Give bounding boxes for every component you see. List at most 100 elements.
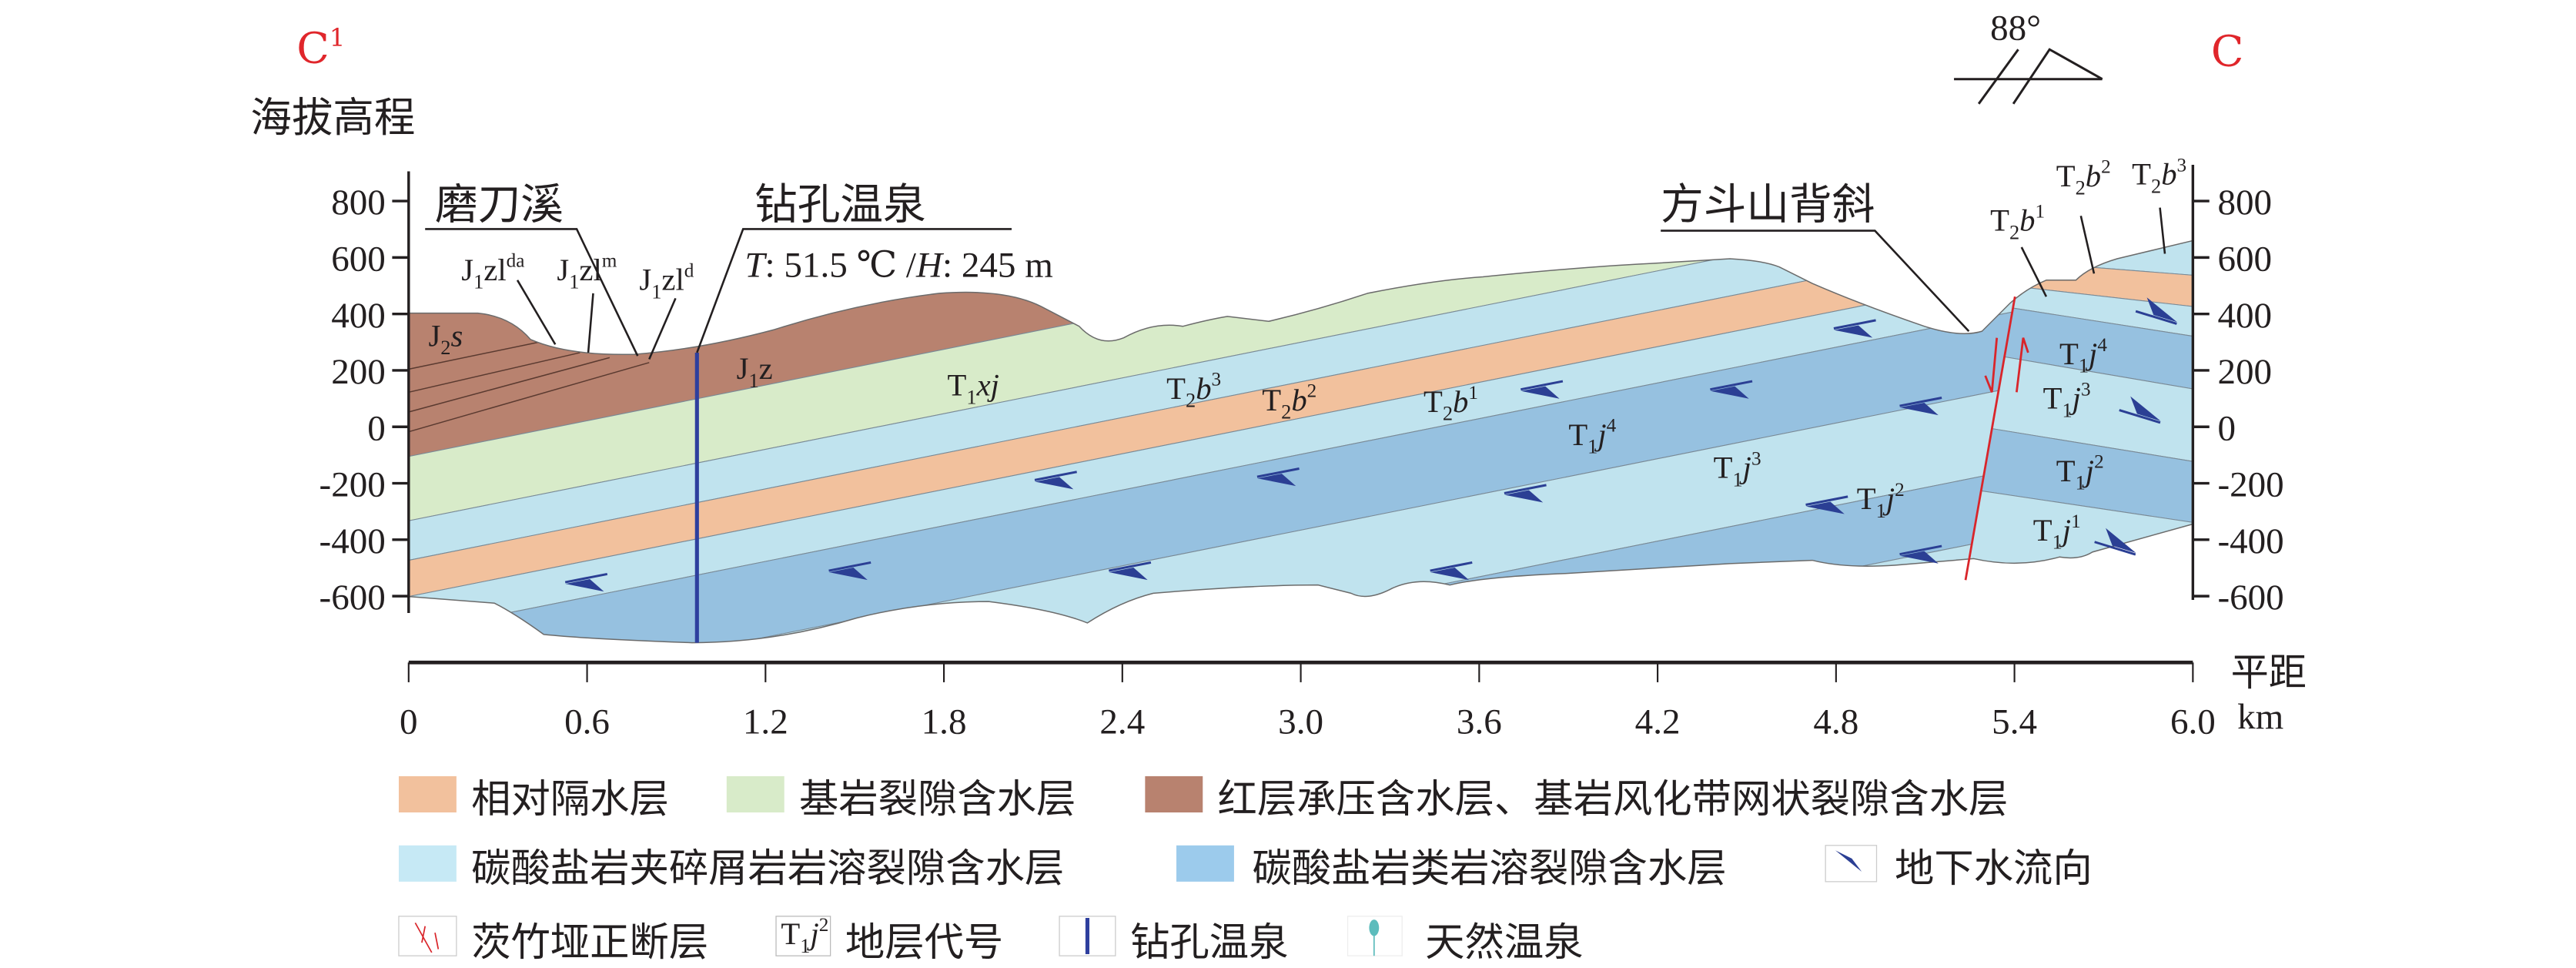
y-tick-label-right: -600: [2217, 578, 2283, 618]
legend: 相对隔水层 基岩裂隙含水层 红层承压含水层、基岩风化带网状裂隙含水层 碳酸盐岩夹…: [398, 775, 2093, 966]
section-end-right: C: [2211, 27, 2244, 77]
rock-layer: [408, 240, 2043, 561]
x-tick-label: 4.2: [1635, 702, 1681, 742]
dip-symbol: [1954, 48, 2103, 105]
stratum-name: b: [1196, 371, 1211, 406]
stratum-sub: 2: [1281, 400, 1291, 424]
groundwater-flow-arrow-icon: [1710, 380, 1753, 399]
stratum-name: zl: [483, 253, 506, 287]
stratum-sup: 2: [819, 915, 829, 936]
stratum-sub: 2: [2076, 176, 2086, 199]
legend-swatch-aquitard: [398, 775, 457, 812]
stratum-era: T: [1990, 203, 2009, 238]
stratum-label: T1j2: [1857, 480, 1905, 522]
stratum-label: T1j4: [1568, 416, 1616, 458]
legend-label-red-bed: 红层承压含水层、基岩风化带网状裂隙含水层: [1218, 776, 2009, 822]
stratum-name: j: [1594, 417, 1606, 452]
groundwater-flow-arrow-icon: [1034, 471, 1077, 490]
legend-swatch-carbonate-clastic: [398, 845, 457, 882]
stratum-sub: 1: [1732, 467, 1742, 491]
y-tick-label-right: 0: [2217, 408, 2236, 448]
legend-icon-stratum-code: T1j2: [775, 915, 831, 957]
rock-layer: [408, 266, 2043, 634]
legend-icon-borehole: [1059, 916, 1116, 956]
stratum-era: T: [1568, 417, 1587, 452]
stratum-label: T1j4: [2059, 335, 2107, 377]
legend-swatch-carbonate: [1176, 845, 1234, 882]
stratum-label: T2b3: [1166, 370, 1221, 412]
stratum-name: b: [2019, 203, 2035, 238]
stratum-name: j: [2069, 381, 2081, 416]
stratum-name: zl: [579, 253, 601, 287]
stratum-label: T1j2: [2056, 452, 2104, 494]
stratum-era: T: [1423, 384, 1443, 419]
legend-icon-flow-arrow: [1825, 845, 1878, 883]
borehole-info: T: 51.5 ℃ /H: 245 m: [744, 246, 1052, 286]
stratum-sup: 1: [2071, 511, 2081, 532]
stratum-sub: 1: [1587, 434, 1597, 457]
stratum-sub: 2: [1443, 402, 1453, 425]
stratum-era: T: [1166, 371, 1186, 406]
rock-layer: [408, 240, 2043, 521]
stratum-name: j: [2085, 337, 2097, 371]
stratum-name: j: [1882, 481, 1895, 516]
y-tick-label-right: 600: [2217, 239, 2272, 279]
stratum-label: T1j3: [1714, 448, 1761, 491]
x-axis-title: 平距: [2231, 650, 2307, 695]
stratum-label: T2b1: [1990, 201, 2045, 243]
stratum-label: J1zld: [639, 261, 694, 303]
stratum-sup: da: [507, 251, 525, 272]
x-tick-label: 0.6: [564, 702, 610, 742]
x-axis-unit: km: [2237, 697, 2283, 737]
groundwater-flow-arrow-icon: [1109, 561, 1152, 581]
borehole-label: 钻孔温泉: [754, 180, 925, 230]
legend-label-borehole: 钻孔温泉: [1130, 919, 1288, 966]
stratum-sup: 1: [2036, 201, 2046, 222]
stratum-sup: 2: [1307, 381, 1317, 402]
x-tick-label: 1.2: [743, 702, 788, 742]
stratum-sub: 2: [2151, 174, 2161, 197]
cizhuya-normal-fault: [1964, 296, 2029, 581]
rock-layer: [408, 460, 2043, 643]
stratum-sub: 1: [2052, 531, 2062, 554]
y-tick-label-left: 400: [331, 296, 386, 336]
stratum-code-sample: T1j2: [781, 915, 828, 957]
ground-surface-outline: [408, 239, 2193, 644]
stratum-name: b: [2161, 157, 2176, 192]
stratum-sup: 3: [1212, 370, 1222, 390]
stratum-era: J: [639, 263, 651, 297]
stratum-sub: 2: [440, 336, 450, 359]
legend-label-aquitard: 相对隔水层: [471, 776, 669, 822]
stratum-name: b: [1453, 384, 1468, 419]
y-tick-label-left: -600: [319, 578, 386, 618]
stratum-name: j: [1739, 451, 1751, 485]
legend-icon-natural-spring: [1347, 916, 1403, 956]
groundwater-flow-arrow-icon: [1899, 544, 1942, 564]
stratum-name: b: [1291, 383, 1306, 417]
stratum-era: T: [2033, 513, 2052, 548]
stratum-sub: 1: [2079, 354, 2089, 377]
stratum-era: T: [948, 368, 967, 403]
stratum-label: T2b1: [1423, 383, 1478, 425]
stratum-label: J1zlda: [461, 251, 524, 293]
stratum-era: T: [1714, 451, 1733, 485]
stratum-label: T2b2: [1262, 381, 1316, 424]
stratum-sub: 1: [800, 934, 810, 957]
stratum-era: T: [2132, 157, 2151, 192]
y-tick-label-right: -400: [2217, 521, 2283, 561]
stratum-label: T1j3: [2043, 380, 2091, 422]
groundwater-flow-arrow-icon: [828, 561, 871, 581]
stratum-era: T: [1857, 481, 1876, 516]
strata-body: [408, 240, 2193, 643]
rock-layer: [408, 240, 2043, 598]
y-tick-label-left: -200: [319, 465, 386, 505]
stratum-label: J1z: [737, 351, 773, 392]
x-tick-label: 0: [400, 702, 418, 742]
legend-label-fault: 茨竹垭正断层: [471, 919, 708, 966]
x-tick-label: 2.4: [1099, 702, 1145, 742]
stratum-era: T: [2059, 337, 2079, 371]
stratum-label: T2b3: [2132, 156, 2186, 198]
legend-swatch-red-bed: [1145, 775, 1203, 812]
groundwater-flow-arrow-icon: [1899, 396, 1942, 416]
rock-layer: [408, 377, 2043, 643]
